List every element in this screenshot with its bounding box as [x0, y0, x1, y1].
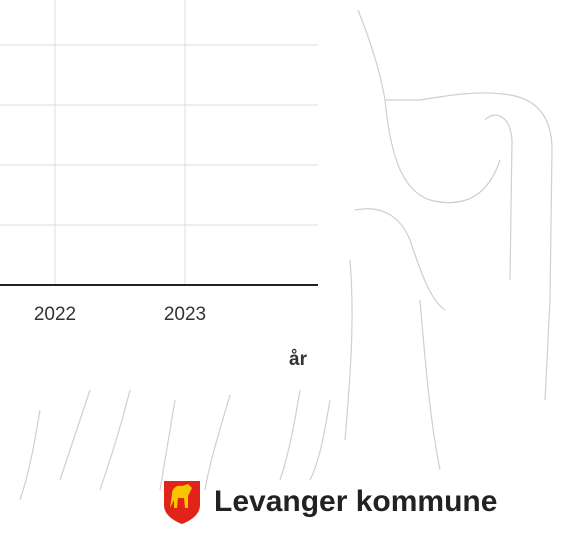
logo-horse [170, 484, 192, 508]
grid [0, 0, 318, 285]
footer-text: Levanger kommune [214, 485, 497, 518]
background-horse [19, 9, 553, 501]
x-tick-label: 2022 [34, 304, 76, 325]
logo [164, 481, 200, 524]
x-axis-label: år [289, 349, 308, 370]
x-tick-label: 2023 [164, 304, 206, 325]
